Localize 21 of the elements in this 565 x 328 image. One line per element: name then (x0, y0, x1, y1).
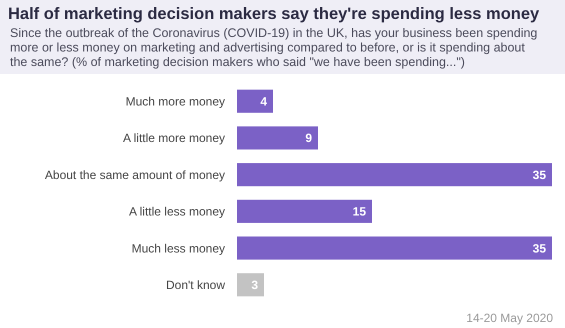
y-tick-label: Much less money (132, 241, 225, 256)
y-tick-label: A little more money (122, 131, 225, 146)
bar (237, 236, 552, 260)
text: 14-20 May 2020 (466, 311, 554, 325)
bar (237, 200, 372, 223)
chart-subtitle: Since the outbreak of the Coronavirus (COVID-19) in the UK, has your business been spending more or less money on marketing and advertising compared to before, or is it spending about the same? (% of marketing decision makers who said "we have been spending...") (10, 26, 538, 69)
bar (237, 90, 273, 113)
data-label: 15 (352, 204, 366, 219)
bar (237, 163, 552, 186)
data-label: 3 (251, 278, 258, 292)
y-tick-label: A little less money (128, 204, 225, 219)
data-label: 9 (305, 131, 312, 146)
bar (237, 126, 318, 150)
data-label: 4 (260, 94, 268, 108)
data-label: 35 (532, 168, 546, 182)
y-tick-label: Much more money (126, 94, 225, 108)
y-tick-label: Don't know (166, 278, 226, 292)
y-tick-label: About the same amount of money (44, 168, 225, 182)
bar (237, 273, 264, 296)
data-label: 35 (532, 241, 546, 256)
chart-title: Half of marketing decision makers say they're spending less money (8, 5, 540, 23)
